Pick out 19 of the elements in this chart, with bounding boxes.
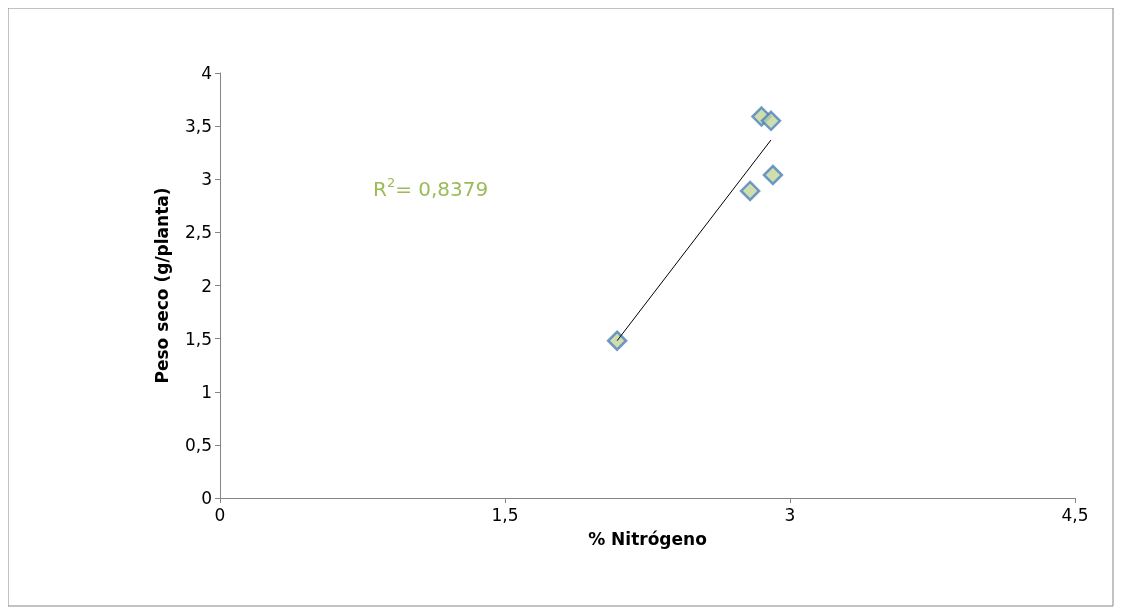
x-axis-title: % Nitrógeno xyxy=(588,528,707,549)
y-tick-label: 3 xyxy=(201,169,212,190)
y-tick-label: 2,5 xyxy=(184,222,212,243)
x-tick-label: 3 xyxy=(784,504,796,525)
x-tick-label: 0 xyxy=(214,504,226,525)
y-tick-label: 0 xyxy=(201,488,212,508)
point xyxy=(762,164,784,186)
point xyxy=(606,330,628,351)
y-tick-label: 3,5 xyxy=(184,116,212,137)
y-tick-label: 1 xyxy=(201,381,212,402)
x-tick-label: 1,5 xyxy=(491,504,519,525)
point xyxy=(739,180,761,202)
y-tick-label: 1,5 xyxy=(184,328,212,349)
y-tick-label: 2 xyxy=(201,275,212,296)
point xyxy=(760,110,782,132)
y-tick-label: 0,5 xyxy=(184,434,212,455)
y-axis-title: Peso seco (g/planta) xyxy=(151,187,172,384)
y-tick-label: 4 xyxy=(201,63,212,83)
x-tick-label: 4,5 xyxy=(1061,504,1089,525)
